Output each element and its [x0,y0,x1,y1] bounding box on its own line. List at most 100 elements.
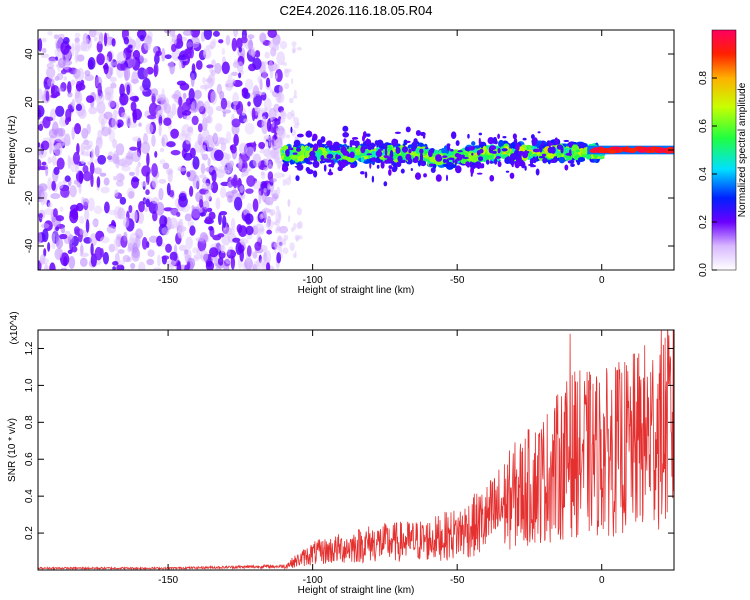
heatmap-blob [50,193,61,200]
heatmap-blob [258,227,265,235]
heatmap-blob [420,162,424,166]
heatmap-blob [575,149,581,153]
heatmap-blob [405,126,411,133]
heatmap-blob [469,161,473,167]
heatmap-blob [123,231,128,242]
heatmap-blob [64,230,71,236]
heatmap-blob [240,173,245,178]
heatmap-blob [145,189,150,196]
heatmap-blob [142,77,151,91]
heatmap-blob [338,159,342,166]
heatmap-blob [126,84,131,96]
heatmap-blob [201,128,210,143]
heatmap-blob [236,61,244,73]
heatmap-blob [171,103,177,116]
heatmap-blob [295,147,301,152]
heatmap-blob [190,72,195,87]
heatmap-blob [428,149,433,158]
heatmap-blob [337,166,343,172]
heatmap-blob [374,140,379,146]
heatmap-blob [184,48,192,60]
heatmap-blob [287,215,291,223]
heatmap-blob [55,91,61,97]
heatmap-blob [108,125,112,136]
heatmap-blob [70,43,75,57]
heatmap-blob [67,81,72,95]
heatmap-blob [276,186,281,195]
heatmap-blob [288,145,291,151]
heatmap-blob [181,101,191,113]
heatmap-blob [163,117,172,127]
heatmap-blob [246,202,252,215]
heatmap-blob [263,167,268,171]
heatmap-blob [178,195,188,208]
heatmap-blob [84,144,92,150]
heatmap-blob [342,125,349,132]
heatmap-blob [82,198,89,207]
heatmap-blob [211,169,217,183]
snr-frame [37,329,675,571]
heatmap-blob [554,137,559,145]
heatmap-blob [369,162,372,169]
heatmap-blob [385,144,393,152]
spectrogram-ytick-label: 0 [24,147,35,153]
heatmap-blob [207,138,213,153]
heatmap-blob [247,40,254,50]
heatmap-blob [106,56,110,64]
heatmap-blob [199,199,204,208]
heatmap-blob [307,161,313,165]
heatmap-blob [56,87,65,92]
heatmap-blob [159,215,167,228]
heatmap-blob [290,126,293,134]
heatmap-blob [264,134,270,140]
heatmap-blob [383,181,388,187]
heatmap-blob [380,161,385,169]
heatmap-blob [130,262,136,270]
heatmap-blob [115,143,125,156]
heatmap-blob [151,163,158,178]
heatmap-blob [253,260,262,270]
heatmap-blob [415,129,422,136]
heatmap-blob [279,117,286,124]
heatmap-blob [307,142,311,147]
heatmap-blob [312,160,320,169]
heatmap-blob [260,182,269,190]
heatmap-blob [116,62,127,71]
heatmap-blob [527,163,535,167]
heatmap-blob [532,148,540,153]
heatmap-blob [169,251,178,262]
heatmap-blob [155,105,163,118]
heatmap-blob [447,151,453,156]
heatmap-blob [52,146,56,154]
heatmap-blob [247,34,255,40]
heatmap-blob [274,246,277,254]
heatmap-blob [478,132,483,136]
heatmap-blob [560,145,564,154]
heatmap-blob [505,170,510,173]
snr-multiplier: (x10^4) [9,311,20,344]
heatmap-blob [217,233,225,238]
heatmap-blob [166,182,171,196]
heatmap-blob [265,141,268,145]
heatmap-blob [119,83,125,97]
heatmap-blob [41,223,50,229]
heatmap-blob [178,244,187,252]
heatmap-blob [244,213,254,225]
heatmap-blob [145,198,151,208]
heatmap-blob [107,151,114,163]
heatmap-blob [104,201,110,214]
heatmap-blob [197,133,203,146]
heatmap-blob [217,212,222,225]
heatmap-blob [271,189,277,199]
heatmap-blob [135,165,140,177]
heatmap-blob [331,146,339,152]
heatmap-blob [225,131,232,144]
heatmap-blob [155,50,162,57]
heatmap-blob [482,155,487,163]
heatmap-blob [80,159,85,165]
heatmap-blob [190,30,201,38]
heatmap-blob [295,237,299,242]
heatmap-blob [384,143,388,151]
heatmap-blob [208,226,214,231]
heatmap-blob [413,138,418,145]
